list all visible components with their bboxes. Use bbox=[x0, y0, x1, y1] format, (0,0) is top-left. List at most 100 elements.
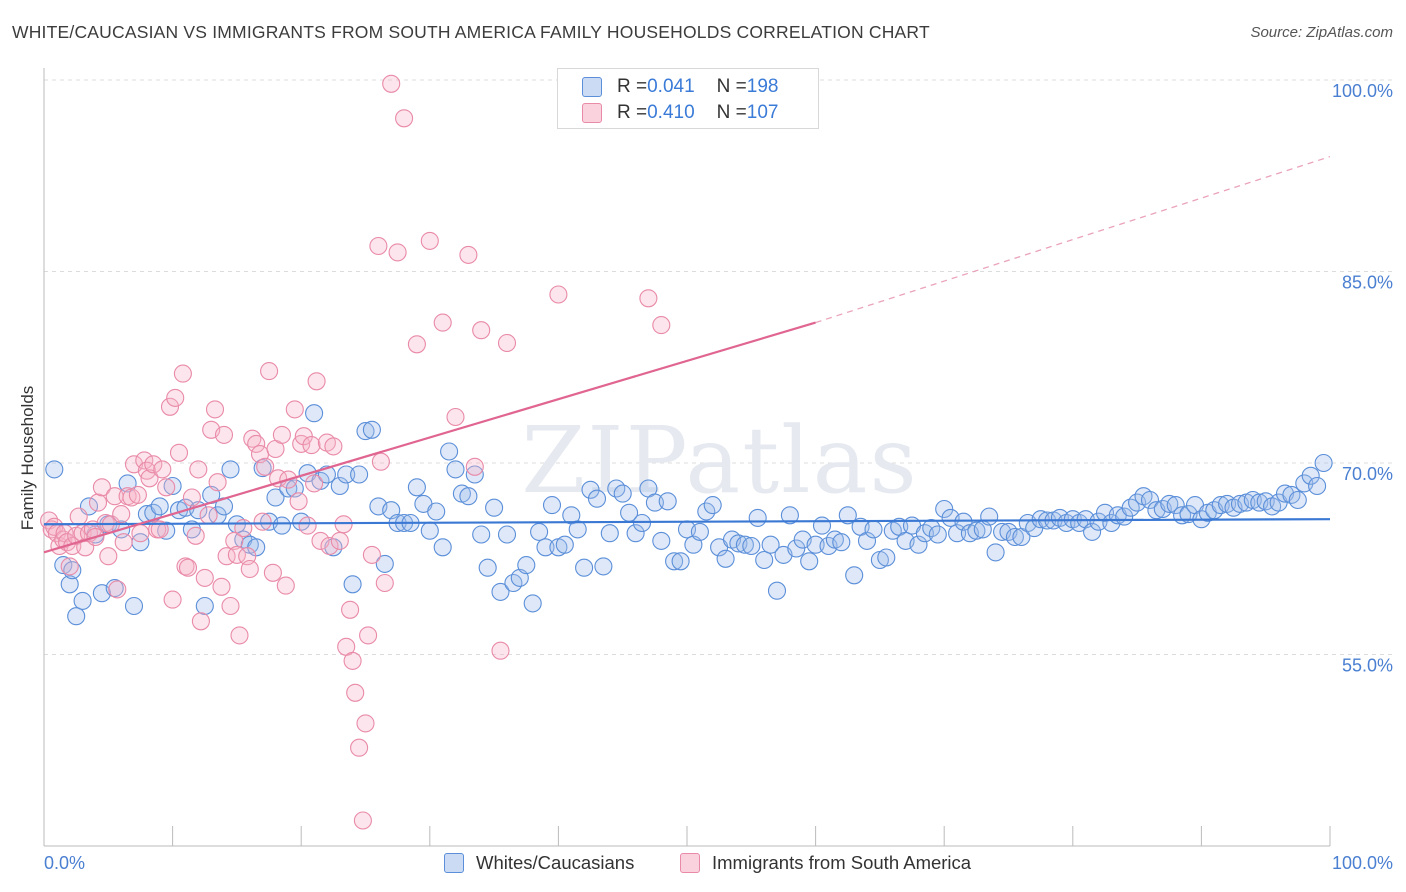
bottom-legend-swatch-whites bbox=[444, 853, 464, 873]
immigrants-point-110 bbox=[459, 245, 478, 264]
whites-point-5 bbox=[73, 591, 92, 610]
immigrants-point-116 bbox=[639, 289, 658, 308]
whites-point-78 bbox=[542, 496, 562, 515]
whites-point-128 bbox=[864, 520, 883, 539]
whites-point-84 bbox=[581, 480, 600, 499]
axes bbox=[43, 68, 1331, 847]
whites-point-89 bbox=[613, 484, 632, 503]
trend-line-whites bbox=[43, 518, 1331, 526]
whites-point-66 bbox=[465, 465, 484, 484]
y-tick-label-3: 100.0% bbox=[1332, 81, 1393, 101]
whites-point-124 bbox=[838, 506, 857, 525]
whites-point-110 bbox=[748, 508, 767, 527]
immigrants-point-83 bbox=[305, 474, 324, 493]
whites-point-60 bbox=[427, 502, 446, 521]
whites-point-105 bbox=[716, 549, 735, 568]
watermark: ZIPatlas bbox=[521, 407, 918, 514]
trend-line-immigrants bbox=[43, 321, 816, 554]
immigrants-point-29 bbox=[128, 485, 147, 504]
legend-n-label: N = bbox=[716, 102, 747, 123]
immigrants-point-24 bbox=[112, 505, 131, 524]
whites-point-75 bbox=[523, 594, 542, 613]
immigrants-point-17 bbox=[88, 493, 108, 512]
bottom-legend-swatch-immigrants bbox=[680, 853, 700, 873]
immigrants-point-104 bbox=[388, 243, 407, 262]
legend-r-label: R = bbox=[617, 102, 648, 123]
whites-point-2 bbox=[60, 575, 79, 594]
immigrants-point-30 bbox=[131, 524, 150, 543]
immigrants-point-111 bbox=[465, 457, 484, 476]
whites-point-52 bbox=[375, 554, 394, 573]
immigrants-point-51 bbox=[199, 506, 218, 525]
whites-point-0 bbox=[45, 460, 64, 479]
immigrants-point-47 bbox=[186, 526, 205, 545]
whites-point-82 bbox=[568, 520, 587, 539]
series-whites-points bbox=[45, 404, 1333, 626]
immigrants-point-53 bbox=[205, 400, 225, 419]
immigrants-point-71 bbox=[263, 563, 282, 582]
whites-point-198 bbox=[1314, 453, 1333, 473]
immigrants-point-61 bbox=[230, 626, 249, 645]
whites-point-196 bbox=[1301, 466, 1320, 485]
whites-point-1 bbox=[54, 556, 73, 575]
whites-point-83 bbox=[575, 558, 594, 577]
immigrants-point-55 bbox=[212, 577, 231, 596]
whites-point-19 bbox=[163, 476, 182, 496]
immigrants-point-68 bbox=[253, 512, 272, 531]
whites-point-130 bbox=[877, 548, 896, 567]
immigrants-point-98 bbox=[359, 626, 378, 645]
immigrants-point-96 bbox=[353, 811, 372, 830]
whites-point-197 bbox=[1308, 476, 1327, 496]
whites-point-48 bbox=[350, 465, 369, 484]
whites-point-46 bbox=[337, 465, 356, 484]
immigrants-point-69 bbox=[256, 457, 275, 476]
immigrants-point-78 bbox=[289, 492, 308, 511]
whites-point-163 bbox=[1089, 512, 1108, 531]
immigrants-point-84 bbox=[307, 372, 326, 391]
immigrants-point-20 bbox=[99, 547, 118, 566]
whites-point-139 bbox=[935, 499, 954, 519]
whites-point-150 bbox=[1005, 527, 1024, 547]
whites-point-102 bbox=[697, 502, 716, 521]
whites-point-87 bbox=[600, 524, 619, 543]
whites-point-111 bbox=[755, 550, 774, 570]
immigrants-point-34 bbox=[144, 455, 163, 474]
legend-r-value: 0.410 bbox=[647, 102, 695, 123]
immigrants-point-107 bbox=[420, 231, 439, 250]
whites-point-141 bbox=[948, 524, 967, 543]
whites-point-45 bbox=[330, 476, 349, 496]
immigrants-point-93 bbox=[343, 651, 362, 670]
whites-point-147 bbox=[986, 543, 1005, 562]
trend-line-immigrants-extension bbox=[815, 155, 1331, 324]
immigrants-point-70 bbox=[260, 362, 279, 381]
whites-point-77 bbox=[536, 538, 555, 557]
immigrants-point-23 bbox=[108, 580, 127, 599]
whites-point-85 bbox=[587, 489, 607, 508]
immigrants-point-25 bbox=[114, 533, 133, 552]
immigrants-point-66 bbox=[247, 434, 266, 453]
whites-point-47 bbox=[343, 575, 362, 594]
immigrants-point-77 bbox=[285, 400, 304, 419]
legend-swatch-whites bbox=[582, 77, 602, 97]
whites-point-101 bbox=[690, 522, 709, 541]
immigrants-point-108 bbox=[433, 313, 452, 332]
immigrants-point-81 bbox=[298, 516, 317, 535]
whites-point-63 bbox=[446, 460, 465, 479]
whites-point-119 bbox=[806, 535, 825, 554]
y-tick-label-1: 70.0% bbox=[1342, 464, 1393, 484]
whites-point-71 bbox=[497, 525, 517, 544]
immigrants-point-40 bbox=[163, 590, 182, 609]
bottom-legend-label-whites: Whites/Caucasians bbox=[476, 852, 635, 873]
legend-swatch-immigrants bbox=[582, 103, 602, 123]
immigrants-point-42 bbox=[169, 443, 189, 462]
whites-point-162 bbox=[1083, 522, 1102, 541]
whites-point-174 bbox=[1160, 494, 1179, 513]
bottom-legend-label-immigrants: Immigrants from South America bbox=[712, 852, 972, 873]
whites-point-76 bbox=[530, 522, 549, 541]
whites-point-4 bbox=[67, 607, 86, 626]
whites-point-74 bbox=[517, 556, 536, 575]
immigrants-point-88 bbox=[324, 437, 343, 456]
whites-point-67 bbox=[472, 525, 491, 544]
immigrants-point-103 bbox=[382, 74, 401, 93]
